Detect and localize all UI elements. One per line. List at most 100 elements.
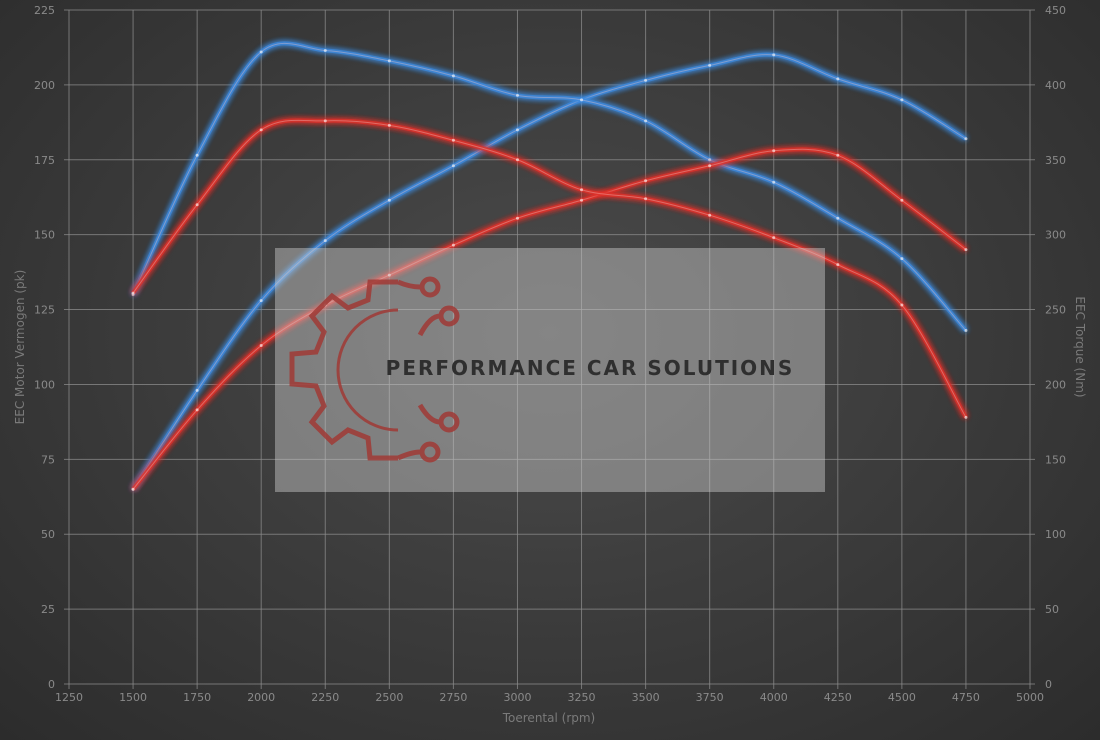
data-point xyxy=(259,344,263,348)
y-left-tick-label: 75 xyxy=(41,453,55,466)
data-point xyxy=(772,236,776,240)
series-line-core-0 xyxy=(132,54,967,490)
x-tick-label: 1500 xyxy=(119,691,147,704)
y-left-tick-label: 100 xyxy=(34,378,55,391)
data-point xyxy=(515,93,519,97)
data-point xyxy=(964,248,968,252)
x-tick-label: 4500 xyxy=(888,691,916,704)
series-line-0 xyxy=(131,52,967,491)
data-point xyxy=(515,158,519,162)
x-tick-label: 4000 xyxy=(760,691,788,704)
x-tick-label: 3500 xyxy=(632,691,660,704)
data-point xyxy=(964,137,968,141)
y-right-tick-label: 250 xyxy=(1045,304,1066,317)
data-point xyxy=(259,50,263,54)
data-point xyxy=(708,213,712,217)
data-point xyxy=(772,149,776,153)
x-tick-label: 1250 xyxy=(55,691,83,704)
y-right-tick-label: 400 xyxy=(1045,79,1066,92)
data-point xyxy=(259,299,263,303)
y-right-tick-label: 350 xyxy=(1045,154,1066,167)
data-point xyxy=(708,158,712,162)
x-tick-label: 2000 xyxy=(247,691,275,704)
x-tick-label: 2500 xyxy=(375,691,403,704)
x-tick-label: 3250 xyxy=(568,691,596,704)
data-point xyxy=(387,273,391,277)
data-point xyxy=(451,138,455,142)
data-point xyxy=(323,239,327,243)
y-left-tick-label: 25 xyxy=(41,603,55,616)
data-point xyxy=(708,164,712,168)
y-right-tick-label: 150 xyxy=(1045,453,1066,466)
data-point xyxy=(900,198,904,202)
x-tick-label: 4250 xyxy=(824,691,852,704)
data-point xyxy=(387,123,391,127)
y-left-tick-label: 0 xyxy=(48,678,55,691)
y-left-tick-label: 200 xyxy=(34,79,55,92)
data-point xyxy=(131,487,135,491)
data-point xyxy=(964,329,968,333)
data-point xyxy=(387,59,391,63)
x-tick-label: 5000 xyxy=(1016,691,1044,704)
data-point xyxy=(195,203,199,207)
y-axis-left-label: EEC Motor Vermogen (pk) xyxy=(13,270,27,425)
data-point xyxy=(836,153,840,157)
data-point xyxy=(580,198,584,202)
y-right-tick-label: 300 xyxy=(1045,229,1066,242)
data-point xyxy=(900,257,904,261)
y-axis-right-label: EEC Torque (Nm) xyxy=(1073,296,1087,397)
data-point xyxy=(131,291,135,295)
data-point xyxy=(644,179,648,183)
data-point xyxy=(580,188,584,192)
data-point xyxy=(451,164,455,168)
x-axis-label: Toerental (rpm) xyxy=(502,711,595,725)
x-tick-label: 3750 xyxy=(696,691,724,704)
watermark-text: PERFORMANCE CAR SOLUTIONS xyxy=(386,356,795,380)
x-tick-label: 1750 xyxy=(183,691,211,704)
y-right-tick-label: 50 xyxy=(1045,603,1059,616)
data-point xyxy=(836,263,840,267)
data-point xyxy=(964,415,968,419)
gear-logo-icon xyxy=(289,276,460,463)
grid xyxy=(64,9,1035,689)
series-line-core-1 xyxy=(132,42,967,331)
data-point xyxy=(323,48,327,52)
x-tick-label: 3000 xyxy=(503,691,531,704)
data-point xyxy=(195,408,199,412)
y-right-tick-label: 450 xyxy=(1045,4,1066,17)
y-left-tick-label: 175 xyxy=(34,154,55,167)
data-point xyxy=(708,63,712,67)
x-tick-label: 4750 xyxy=(952,691,980,704)
series-group xyxy=(131,41,968,491)
data-point xyxy=(323,119,327,123)
data-point xyxy=(836,216,840,220)
data-point xyxy=(900,303,904,307)
y-left-tick-label: 225 xyxy=(34,4,55,17)
data-point xyxy=(580,98,584,102)
data-point xyxy=(195,153,199,157)
axis-ticks: 1250 1500 1750 2000 2250 2500 2750 3000 3250 3500… xyxy=(34,4,1066,704)
series-line-1 xyxy=(131,41,968,332)
data-point xyxy=(772,53,776,57)
data-point xyxy=(772,180,776,184)
data-point xyxy=(644,119,648,123)
data-point xyxy=(451,74,455,78)
x-tick-label: 2750 xyxy=(439,691,467,704)
data-point xyxy=(387,198,391,202)
data-point xyxy=(515,216,519,220)
y-left-tick-label: 150 xyxy=(34,229,55,242)
y-right-tick-label: 0 xyxy=(1045,678,1052,691)
y-left-tick-label: 50 xyxy=(41,528,55,541)
y-left-tick-label: 125 xyxy=(34,304,55,317)
y-right-tick-label: 100 xyxy=(1045,528,1066,541)
watermark: PERFORMANCE CAR SOLUTIONS xyxy=(275,248,825,492)
data-point xyxy=(644,197,648,201)
y-right-tick-label: 200 xyxy=(1045,378,1066,391)
data-point xyxy=(644,78,648,82)
data-point xyxy=(836,77,840,81)
x-tick-label: 2250 xyxy=(311,691,339,704)
data-point xyxy=(515,128,519,132)
data-point xyxy=(451,243,455,247)
data-point xyxy=(900,98,904,102)
